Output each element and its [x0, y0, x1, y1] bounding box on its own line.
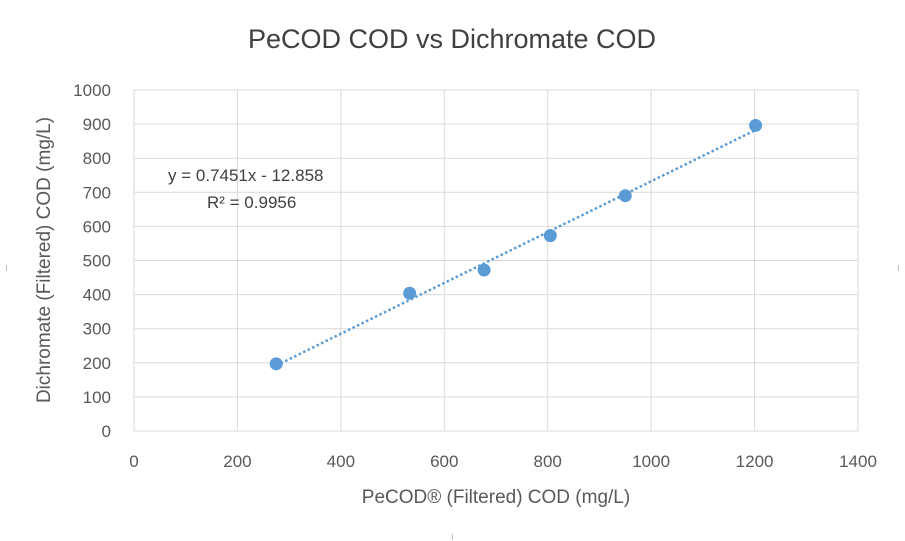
- y-tick-label: 1000: [73, 81, 111, 100]
- plot-border: [133, 89, 859, 432]
- y-tick-label: 900: [83, 115, 111, 134]
- y-tick-label: 800: [83, 149, 111, 168]
- trendline-r-squared: R² = 0.9956: [207, 193, 296, 212]
- y-tick-label: 400: [83, 286, 111, 305]
- edge-mark-left: [6, 265, 7, 271]
- x-tick-label: 1200: [736, 452, 774, 471]
- data-point: [749, 118, 763, 132]
- x-tick-label: 0: [129, 452, 138, 471]
- plot-area-border: [133, 89, 859, 432]
- data-point: [618, 189, 632, 203]
- y-tick-label: 0: [102, 422, 111, 441]
- y-tick-label: 500: [83, 252, 111, 271]
- y-tick-label: 600: [83, 217, 111, 236]
- edge-mark-bottom: [452, 534, 453, 540]
- chart-title: PeCOD COD vs Dichromate COD: [248, 24, 656, 54]
- edge-mark-right: [898, 265, 899, 271]
- x-tick-label: 400: [327, 452, 355, 471]
- x-tick-label: 800: [534, 452, 562, 471]
- y-tick-label: 700: [83, 183, 111, 202]
- trendline-line: [275, 128, 757, 367]
- y-axis-label: Dichromate (Filtered) COD (mg/L): [34, 117, 55, 403]
- x-tick-label: 200: [223, 452, 251, 471]
- data-point: [269, 357, 283, 371]
- data-points: [269, 118, 763, 371]
- x-tick-label: 1000: [632, 452, 670, 471]
- x-axis-label: PeCOD® (Filtered) COD (mg/L): [362, 487, 630, 508]
- data-point: [477, 263, 491, 277]
- x-axis-ticks: 0 200 400 600 800 1000 1200 1400: [129, 452, 877, 471]
- data-point: [403, 286, 417, 300]
- x-tick-label: 1400: [839, 452, 877, 471]
- trendline-equation: y = 0.7451x - 12.858: [168, 166, 323, 185]
- trendline: [275, 128, 757, 367]
- y-tick-label: 100: [83, 388, 111, 407]
- grid-lines: [133, 89, 859, 432]
- x-tick-label: 600: [430, 452, 458, 471]
- y-axis-ticks: 0 100 200 300 400 500 600 700 800 900 1000: [73, 81, 111, 441]
- data-point: [543, 229, 557, 243]
- y-tick-label: 300: [83, 320, 111, 339]
- y-tick-label: 200: [83, 354, 111, 373]
